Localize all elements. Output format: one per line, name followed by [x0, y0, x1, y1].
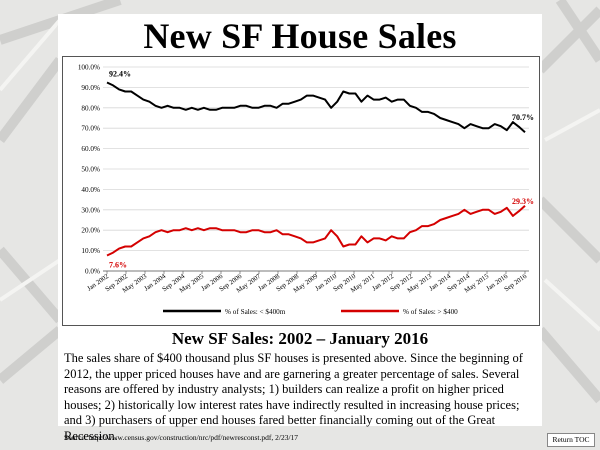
line-chart: 0.0% 10.0% 20.0% 30.0% 40.0% 50.0% 60.0% 70.0% 8…: [78, 64, 534, 317]
legend-label-over-400: % of Sales: > $400: [403, 308, 458, 316]
chart-subtitle: New SF Sales: 2002 – January 2016: [171, 329, 429, 348]
y-tick-label: 100.0%: [78, 64, 100, 72]
slide-title: New SF House Sales: [143, 16, 457, 56]
y-tick-label: 40.0%: [81, 186, 100, 194]
series-over-400-line: [106, 204, 526, 257]
y-tick-label: 20.0%: [81, 227, 100, 235]
data-label: 92.4%: [109, 70, 131, 79]
legend-label-under-400: % of Sales: < $400m: [225, 308, 286, 316]
return-toc-button[interactable]: Return TOC: [547, 433, 595, 447]
series-under-400-line: [106, 81, 526, 134]
y-tick-label: 80.0%: [81, 104, 100, 112]
chart-frame: 0.0% 10.0% 20.0% 30.0% 40.0% 50.0% 60.0% 70.0% 8…: [62, 56, 540, 326]
y-tick-label: 30.0%: [81, 206, 100, 214]
source-citation: Source: http://www.census.gov/constructi…: [64, 433, 299, 442]
y-tick-label: 0.0%: [85, 268, 100, 276]
data-label: 7.6%: [109, 260, 127, 269]
description-text: The sales share of $400 thousand plus SF…: [64, 351, 523, 443]
y-tick-label: 90.0%: [81, 84, 100, 92]
data-label: 29.3%: [512, 197, 534, 206]
y-tick-label: 50.0%: [81, 166, 100, 174]
y-tick-label: 10.0%: [81, 247, 100, 255]
data-label: 70.7%: [512, 113, 534, 122]
y-tick-label: 70.0%: [81, 125, 100, 133]
y-tick-label: 60.0%: [81, 145, 100, 153]
